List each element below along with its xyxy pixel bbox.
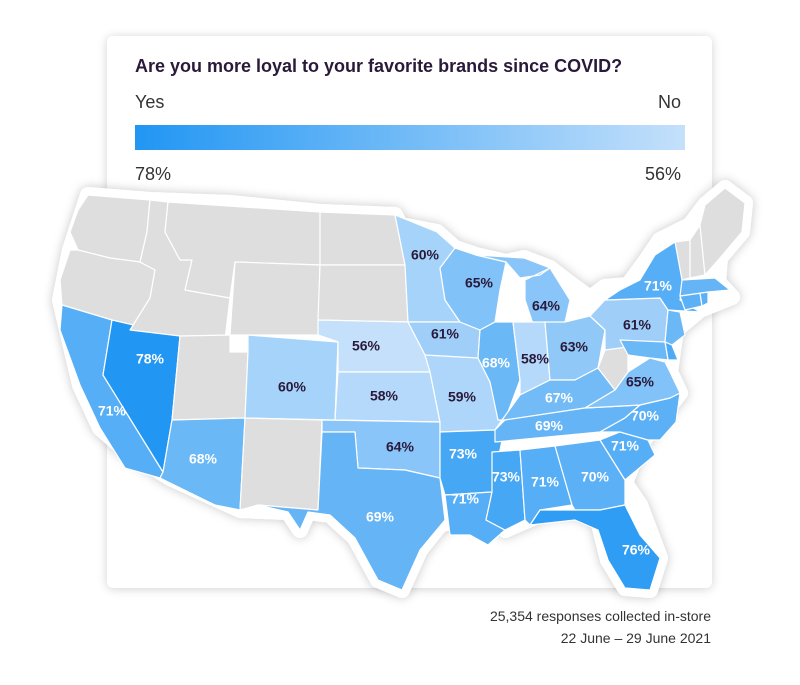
- state-label-wi: 65%: [465, 275, 494, 291]
- state-me[interactable]: [699, 187, 746, 276]
- state-label-sc: 71%: [611, 438, 640, 454]
- state-label-mo: 59%: [448, 389, 477, 405]
- state-label-ne: 56%: [352, 338, 381, 354]
- state-label-oh: 63%: [560, 339, 589, 355]
- legend-high-value: 78%: [135, 164, 172, 184]
- state-label-ia: 61%: [431, 326, 460, 342]
- state-label-ga: 70%: [581, 469, 610, 485]
- state-label-va: 65%: [626, 374, 655, 390]
- states-layer: [59, 187, 746, 591]
- state-label-tn: 69%: [535, 418, 564, 434]
- state-label-co: 60%: [278, 379, 307, 395]
- state-sc[interactable]: [599, 431, 656, 481]
- legend-no-label: No: [658, 92, 682, 112]
- state-nd[interactable]: [319, 211, 406, 266]
- state-sd[interactable]: [317, 264, 409, 323]
- labels-layer: 71% 78% 68% 60% 56% 58% 64% 69% 60% 61% 59% 73% 71% 6…: [98, 247, 673, 558]
- state-label-mn: 60%: [411, 247, 440, 263]
- state-label-il: 68%: [482, 355, 511, 371]
- state-wy[interactable]: [229, 261, 321, 336]
- state-fl[interactable]: [529, 504, 661, 591]
- state-ms[interactable]: [485, 449, 526, 531]
- state-label-ok: 64%: [386, 439, 415, 455]
- state-md[interactable]: [619, 339, 669, 361]
- footnote-responses: 25,354 responses collected in-store: [489, 608, 711, 624]
- state-label-ks: 58%: [370, 388, 399, 404]
- legend-gradient-bar: [135, 125, 685, 150]
- state-ri[interactable]: [699, 291, 709, 307]
- state-label-mi: 64%: [532, 298, 561, 314]
- state-ma[interactable]: [679, 277, 731, 297]
- state-label-pa: 61%: [623, 317, 652, 333]
- state-label-nv: 78%: [136, 351, 165, 367]
- state-label-fl: 76%: [622, 542, 651, 558]
- chart-title: Are you more loyal to your favorite bran…: [135, 56, 623, 76]
- state-label-tx: 69%: [366, 509, 395, 525]
- state-label-la: 71%: [451, 491, 480, 507]
- state-tx[interactable]: [257, 431, 446, 591]
- legend-low-value: 56%: [645, 164, 682, 184]
- legend-yes-label: Yes: [135, 92, 165, 112]
- state-label-ca: 71%: [98, 403, 127, 419]
- footnote: 25,354 responses collected in-store 22 J…: [490, 605, 711, 649]
- state-nm[interactable]: [239, 417, 323, 511]
- state-label-ny: 71%: [644, 278, 673, 294]
- state-co[interactable]: [244, 334, 339, 421]
- state-label-ky: 67%: [545, 390, 574, 406]
- state-nj[interactable]: [664, 309, 686, 346]
- state-nc[interactable]: [599, 392, 681, 441]
- state-label-az: 68%: [189, 451, 218, 467]
- state-label-nc: 70%: [631, 408, 660, 424]
- state-label-ar: 73%: [449, 446, 478, 462]
- state-label-in: 58%: [521, 351, 550, 367]
- state-label-ms: 73%: [492, 469, 521, 485]
- state-label-al: 71%: [531, 474, 560, 490]
- footnote-dates: 22 June – 29 June 2021: [560, 630, 711, 646]
